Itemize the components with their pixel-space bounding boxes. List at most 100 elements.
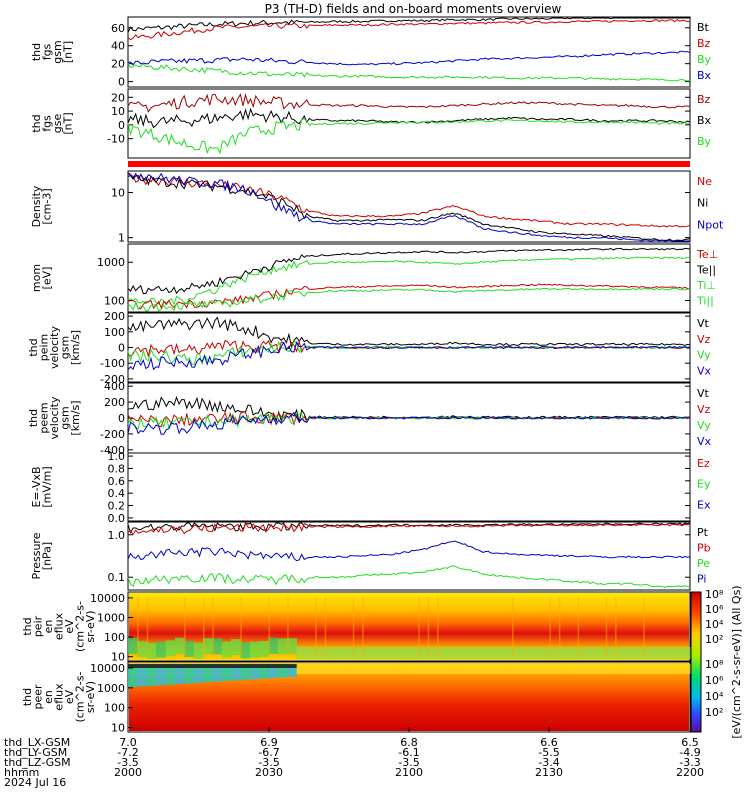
spectrogram-cell bbox=[530, 647, 541, 659]
spectrogram-cell bbox=[343, 664, 354, 674]
ylabel-line: [mV/m] bbox=[41, 466, 54, 507]
spectrogram-cell bbox=[156, 641, 166, 658]
spectrogram-cell bbox=[221, 641, 232, 658]
bottom-row-value: -3.5 bbox=[398, 756, 419, 769]
ylabel-line: gsm bbox=[59, 406, 72, 429]
spectrogram-cell bbox=[184, 640, 195, 657]
panel-frame bbox=[127, 452, 691, 522]
ylabel-line: thd bbox=[27, 409, 40, 427]
spectrogram-cell bbox=[334, 647, 344, 659]
spectrogram-cell bbox=[633, 664, 644, 674]
bottom-row-value: -3.3 bbox=[679, 756, 700, 769]
spectrogram-cell bbox=[455, 664, 466, 674]
ytick-label: 100 bbox=[104, 631, 125, 644]
spectrogram-cell bbox=[530, 664, 541, 674]
spectrogram-cell bbox=[287, 664, 298, 668]
ytick-label: 0.8 bbox=[108, 462, 126, 475]
plot-title: P3 (TH-D) fields and on-board moments ov… bbox=[265, 2, 562, 16]
spectrogram-cell bbox=[615, 597, 617, 656]
spectrogram-cell bbox=[221, 664, 232, 668]
ytick-label: 60 bbox=[111, 22, 125, 35]
spectrogram-cell bbox=[202, 665, 213, 683]
bottom-row-value: 2200 bbox=[676, 766, 704, 779]
ylabel-line: peer bbox=[32, 684, 45, 710]
ytick-label: 1.0 bbox=[108, 529, 126, 542]
ylabel-line: velocity bbox=[48, 326, 61, 369]
legend-ey: Ey bbox=[697, 478, 711, 491]
bottom-row-value: 6.6 bbox=[540, 736, 558, 749]
spectrogram-cell bbox=[409, 664, 419, 674]
spectrogram-cell bbox=[137, 664, 148, 668]
spectrogram-cell bbox=[184, 597, 186, 656]
spectrogram-cell bbox=[437, 647, 447, 659]
series-vt-line bbox=[127, 316, 691, 349]
spectrogram-cell bbox=[399, 647, 410, 659]
series-ti-line bbox=[127, 287, 691, 312]
spectrogram-cell bbox=[137, 641, 148, 658]
spectrogram-cell bbox=[259, 664, 269, 668]
spectrogram-cell bbox=[483, 664, 494, 674]
spectrogram-cell bbox=[605, 647, 616, 659]
ylabel-line: E=-VxB bbox=[30, 466, 43, 507]
bottom-row-value: -4.9 bbox=[679, 746, 700, 759]
spectrogram-cell bbox=[512, 597, 514, 656]
ylabel-line: eV bbox=[63, 689, 76, 704]
bottom-row-value: -3.4 bbox=[538, 756, 559, 769]
legend-ex: Ex bbox=[697, 498, 711, 511]
ylabel-line: eflux bbox=[53, 683, 66, 711]
series-pb-line bbox=[127, 522, 690, 536]
ylabel-line: thd bbox=[30, 114, 43, 132]
spectrogram-cell bbox=[146, 597, 149, 656]
ytick-label: 100 bbox=[104, 326, 125, 339]
spectrogram-cell bbox=[409, 647, 419, 659]
ylabel-line: [km/s] bbox=[69, 400, 82, 435]
spectrogram-cell bbox=[493, 664, 504, 674]
ytick-label: 0 bbox=[118, 76, 125, 89]
legend-vx: Vx bbox=[697, 435, 712, 448]
ytick-label: -200 bbox=[100, 428, 125, 441]
spectrogram-cell bbox=[390, 664, 401, 674]
spectrogram-cell bbox=[128, 665, 138, 687]
spectrogram-cell bbox=[165, 665, 176, 685]
ylabel-line: [eV] bbox=[41, 267, 54, 290]
ytick-label: -10 bbox=[107, 133, 125, 146]
ytick-label: -100 bbox=[100, 357, 125, 370]
spectrogram-cell bbox=[577, 647, 588, 659]
spectrogram-cell bbox=[184, 664, 195, 668]
ytick-label: -200 bbox=[100, 373, 125, 386]
spectrogram-cell bbox=[680, 664, 691, 674]
ytick-label: 0 bbox=[118, 342, 125, 355]
legend-te: Te⊥ bbox=[696, 248, 718, 261]
legend-bx: Bx bbox=[697, 114, 712, 127]
colorbar-tick: 10⁸ bbox=[705, 588, 724, 601]
ylabel-line: [nT] bbox=[62, 41, 75, 63]
ylabel-line: fgs bbox=[41, 115, 54, 132]
spectrogram-cell bbox=[586, 647, 597, 659]
spectrogram-cell bbox=[287, 638, 298, 655]
series-bx-line bbox=[127, 107, 691, 129]
panel-frame bbox=[127, 521, 691, 591]
ytick-label: 0.6 bbox=[108, 475, 126, 488]
panel-frame bbox=[127, 170, 691, 243]
spectrogram-cell bbox=[371, 647, 382, 659]
legend-vz: Vz bbox=[697, 333, 711, 346]
legend-bz: Bz bbox=[697, 93, 711, 106]
spectrogram-cell bbox=[352, 664, 363, 674]
ylabel-line: peir bbox=[32, 615, 45, 637]
spectrogram-cell bbox=[352, 597, 355, 656]
spectrogram-cell bbox=[296, 664, 307, 674]
ylabel-line: peem bbox=[38, 402, 51, 433]
spectrogram-cell bbox=[437, 664, 447, 674]
ytick-label: 200 bbox=[104, 310, 125, 323]
ylabel-line: peim bbox=[38, 334, 51, 362]
spectrogram-cell bbox=[502, 664, 513, 674]
bottom-row-value: -3.5 bbox=[117, 756, 138, 769]
spectrogram-cell bbox=[240, 642, 251, 659]
legend-vt: Vt bbox=[697, 387, 710, 400]
spectrogram-cell bbox=[259, 640, 269, 657]
ylabel-line: gsm bbox=[59, 336, 72, 359]
spectrogram-cell bbox=[371, 664, 382, 674]
ytick-label: 40 bbox=[111, 40, 125, 53]
